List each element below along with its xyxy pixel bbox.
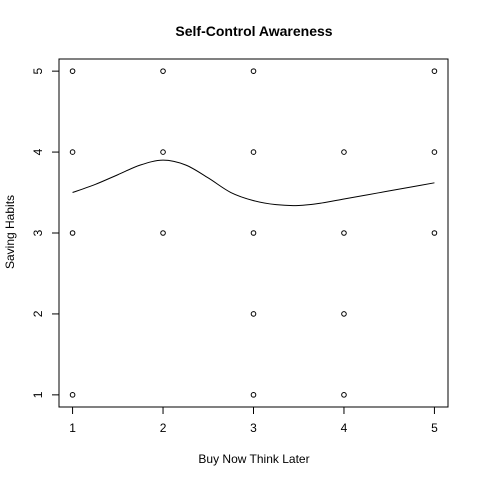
- y-tick-label: 5: [31, 67, 45, 74]
- x-axis: 1 2 3 4 5: [69, 406, 438, 435]
- y-tick-label: 4: [31, 148, 45, 155]
- data-point: [250, 230, 257, 236]
- data-point: [431, 68, 438, 74]
- data-point: [250, 392, 257, 398]
- y-tick-label: 3: [31, 229, 45, 236]
- data-point: [160, 68, 166, 74]
- y-axis: 1 2 3 4 5: [31, 67, 60, 398]
- data-point: [341, 149, 347, 155]
- data-point: [431, 230, 438, 236]
- x-tick-label: 3: [250, 421, 257, 435]
- x-tick-label: 4: [341, 421, 348, 435]
- y-tick-label: 1: [31, 391, 45, 398]
- data-point: [250, 149, 257, 155]
- data-point: [160, 149, 166, 155]
- data-point: [69, 149, 76, 155]
- data-point: [250, 68, 257, 74]
- y-axis-label: Saving Habits: [3, 195, 17, 269]
- data-point: [431, 149, 438, 155]
- data-point: [69, 230, 76, 236]
- data-points: [69, 68, 438, 398]
- x-tick-label: 5: [431, 421, 438, 435]
- data-point: [341, 311, 347, 317]
- x-tick-label: 1: [69, 421, 76, 435]
- data-point: [341, 230, 347, 236]
- y-tick-label: 2: [31, 310, 45, 317]
- x-tick-label: 2: [160, 421, 167, 435]
- data-point: [341, 392, 347, 398]
- data-point: [160, 230, 166, 236]
- data-point: [250, 311, 257, 317]
- plot-frame: [58, 58, 449, 408]
- data-point: [69, 68, 76, 74]
- data-point: [69, 392, 76, 398]
- chart-title: Self-Control Awareness: [175, 23, 332, 39]
- smooth-trend-line: [72, 159, 435, 207]
- x-axis-label: Buy Now Think Later: [198, 452, 309, 466]
